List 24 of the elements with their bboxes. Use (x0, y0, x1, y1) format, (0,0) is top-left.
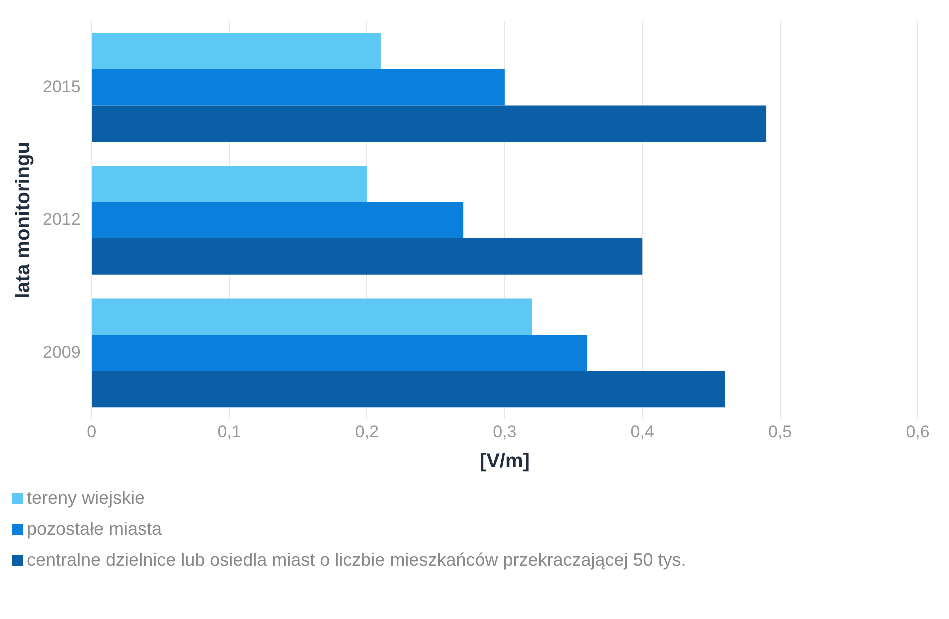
bar (92, 371, 726, 408)
x-tick-label: 0,4 (630, 422, 654, 442)
y-tick-label: 2012 (42, 210, 81, 230)
bar (92, 298, 532, 336)
legend-label: pozostałe miasta (27, 519, 162, 540)
x-tick-label: 0,6 (906, 422, 930, 442)
y-tick-label: 2015 (42, 77, 81, 96)
legend-label: centralne dzielnice lub osiedla miast o liczbie mieszkańców przekraczającej 50 tys. (27, 550, 686, 571)
legend-label: tereny wiejskie (27, 488, 146, 509)
bar (92, 202, 464, 239)
bar (92, 106, 767, 142)
x-tick-label: 0,1 (218, 422, 242, 442)
x-tick-label: 0,5 (768, 422, 792, 442)
x-tick-label: 0 (87, 422, 97, 442)
y-tick-label: 2009 (42, 342, 81, 362)
bar (92, 33, 381, 70)
x-axis-title: [V/m] (480, 450, 530, 473)
bar (92, 69, 505, 106)
x-tick-label: 0,3 (493, 422, 517, 442)
bar (92, 335, 588, 372)
bar (92, 166, 368, 202)
x-tick-label: 0,2 (355, 422, 380, 442)
y-axis-title: lata monitoringu (12, 142, 35, 299)
bar (92, 238, 643, 275)
